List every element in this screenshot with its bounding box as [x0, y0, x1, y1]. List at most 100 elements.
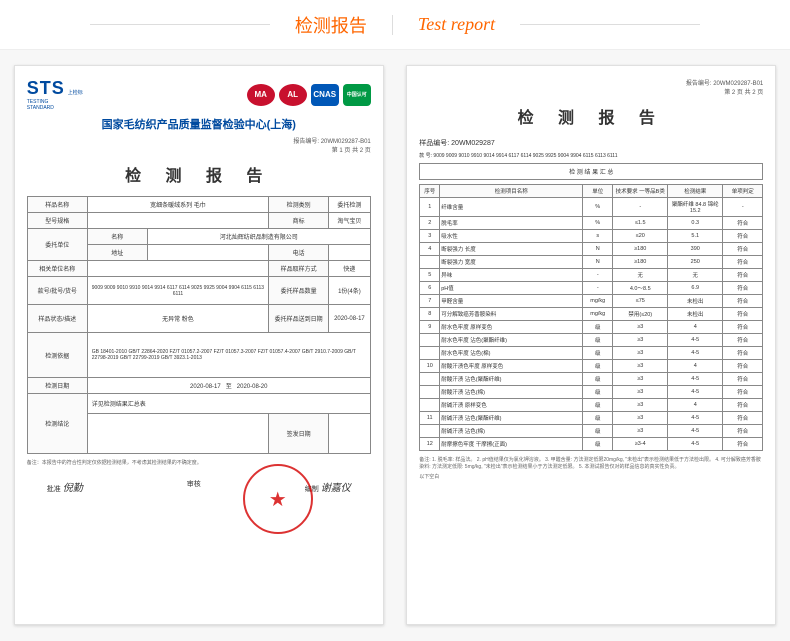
result-cell-unit: 级	[583, 386, 613, 399]
result-row: 4断裂强力 长度N≥180390符合	[420, 243, 763, 256]
p2-note-body: 1. 脱毛率: 样品法。 2. pH值结果仅为氯化钾溶液。 3. 甲醛含量: 方…	[419, 457, 761, 470]
result-cell-req: ≥3	[613, 425, 668, 438]
result-cell-unit: 级	[583, 347, 613, 360]
result-cell-req: ≥3	[613, 412, 668, 425]
result-cell-res: 4-5	[668, 373, 723, 386]
result-cell-j: 符合	[723, 282, 763, 295]
val-see-summary: 详见检测结果汇总表	[87, 394, 370, 414]
result-cell-n: 7	[420, 295, 440, 308]
result-row: 11耐碱汗渍 沾色(聚酯纤维)级≥34-5符合	[420, 412, 763, 425]
result-cell-res: 聚酯纤维 84.8 锦纶 15.2	[668, 198, 723, 217]
sig2-lbl: 审核	[187, 481, 201, 488]
lbl-related: 相关单位名称	[27, 261, 87, 277]
result-cell-n: 4	[420, 243, 440, 256]
result-cell-n	[420, 425, 440, 438]
result-cell-unit: 级	[583, 412, 613, 425]
result-cell-n	[420, 334, 440, 347]
result-cell-n: 3	[420, 230, 440, 243]
result-row: 耐酸汗渍 沾色(聚酯纤维)级≥34-5符合	[420, 373, 763, 386]
result-cell-j: 符合	[723, 412, 763, 425]
sig-review: 审核	[187, 479, 201, 494]
th-result: 检测结果	[668, 185, 723, 198]
result-cell-item: 耐碱汗渍 沾色(聚酯纤维)	[440, 412, 583, 425]
result-cell-res: 6.9	[668, 282, 723, 295]
val-client-name: 河北灿辉纺织品制造有限公司	[147, 229, 370, 245]
report-no-val: 20WM029287-B01	[321, 139, 371, 145]
divider-left	[90, 24, 270, 25]
lbl-sampling: 样品取样方式	[269, 261, 329, 277]
lbl-phone: 电话	[269, 245, 329, 261]
result-row: 耐水色牢度 沾色(聚酯纤维)级≥34-5符合	[420, 334, 763, 347]
result-cell-unit: N	[583, 243, 613, 256]
result-cell-item: 耐酸汗渍色牢度 原样变色	[440, 360, 583, 373]
p2-end: 以下空白	[419, 474, 763, 481]
lbl-desc: 样品状态/描述	[27, 305, 87, 333]
report-page-2: 报告编号: 20WM029287-B01 第 2 页 共 2 页 检 测 报 告…	[406, 65, 776, 625]
val-issue-date	[329, 414, 371, 454]
result-row: 6pH值-4.0～8.56.9符合	[420, 282, 763, 295]
result-cell-req: ≥3-4	[613, 438, 668, 451]
result-row: 12耐摩擦色牢度 干摩擦(正面)级≥3-44-5符合	[420, 438, 763, 451]
badge-cn: 中国认可	[343, 84, 371, 106]
result-cell-req: -	[613, 198, 668, 217]
result-cell-item: 耐酸汗渍 沾色(棉)	[440, 386, 583, 399]
result-cell-req: ≥3	[613, 373, 668, 386]
result-cell-req: ≥3	[613, 360, 668, 373]
pages-container: STS 上检标 TESTING STANDARD MA AL CNAS 中国认可…	[0, 50, 790, 640]
result-cell-req: ≥3	[613, 347, 668, 360]
th-judge: 单项判定	[723, 185, 763, 198]
result-cell-req: ≥3	[613, 386, 668, 399]
date-from: 2020-08-17	[190, 384, 221, 390]
result-row: 7甲醛含量mg/kg≤75未检出符合	[420, 295, 763, 308]
result-cell-n: 6	[420, 282, 440, 295]
result-cell-unit: N	[583, 256, 613, 269]
sts-logo: STS 上检标 TESTING STANDARD	[27, 78, 83, 111]
result-cell-req: ≥3	[613, 399, 668, 412]
result-cell-res: 250	[668, 256, 723, 269]
val-basis: GB 18401-2010 GB/T 22864-2020 FZ/T 01057…	[87, 333, 370, 378]
result-cell-item: 耐水色牢度 沾色(棉)	[440, 347, 583, 360]
result-cell-item: 甲醛含量	[440, 295, 583, 308]
date-to: 2020-08-20	[237, 384, 268, 390]
result-cell-n: 11	[420, 412, 440, 425]
sts-en2: STANDARD	[27, 105, 83, 111]
lbl-conclusion: 检测结论	[27, 394, 87, 454]
footnote: 备注：本报告中的符合性判定仅依据检测结果，不考虑其检测结果的不确定度。	[27, 460, 371, 467]
result-cell-item: 吸水性	[440, 230, 583, 243]
result-cell-item: 脱毛率	[440, 217, 583, 230]
sig-approve: 批准 倪勤	[47, 479, 83, 494]
val-model	[87, 213, 268, 229]
result-cell-unit: mg/kg	[583, 295, 613, 308]
result-cell-res: 4-5	[668, 386, 723, 399]
th-item: 检测项目名称	[440, 185, 583, 198]
result-row: 耐碱汗渍 原样变色级≥34符合	[420, 399, 763, 412]
result-cell-req: ≤1.5	[613, 217, 668, 230]
result-cell-req: ≥3	[613, 334, 668, 347]
p2-model-val: 9009 9009 9010 9910 9014 9914 6117 6114 …	[433, 153, 617, 159]
result-cell-res: 4	[668, 360, 723, 373]
result-cell-req: 4.0～8.5	[613, 282, 668, 295]
result-cell-j: 符合	[723, 308, 763, 321]
result-cell-n	[420, 399, 440, 412]
result-cell-res: 未检出	[668, 295, 723, 308]
result-cell-item: 耐摩擦色牢度 干摩擦(正面)	[440, 438, 583, 451]
result-cell-req: ≥180	[613, 243, 668, 256]
result-cell-req: 禁用(≤20)	[613, 308, 668, 321]
th-req: 技术要求 一等品B类	[613, 185, 668, 198]
center-name: 国家毛纺织产品质量监督检验中心(上海)	[27, 116, 371, 132]
sig3: 谢嘉仪	[321, 483, 351, 494]
red-stamp	[243, 464, 313, 534]
result-cell-res: 4-5	[668, 412, 723, 425]
result-cell-n: 5	[420, 269, 440, 282]
lbl-address: 地址	[87, 245, 147, 261]
result-cell-unit: 级	[583, 373, 613, 386]
val-qty: 1份(4条)	[329, 277, 371, 305]
val-address	[147, 245, 268, 261]
p2-note-title: 备注:	[419, 457, 430, 463]
lbl-client-name: 名称	[87, 229, 147, 245]
lbl-test-date: 检测日期	[27, 378, 87, 394]
title-cn: 检测报告	[295, 12, 367, 38]
result-cell-res: 390	[668, 243, 723, 256]
report-no-line: 报告编号: 20WM029287-B01 第 1 页 共 2 页	[27, 136, 371, 154]
result-cell-item: 异味	[440, 269, 583, 282]
